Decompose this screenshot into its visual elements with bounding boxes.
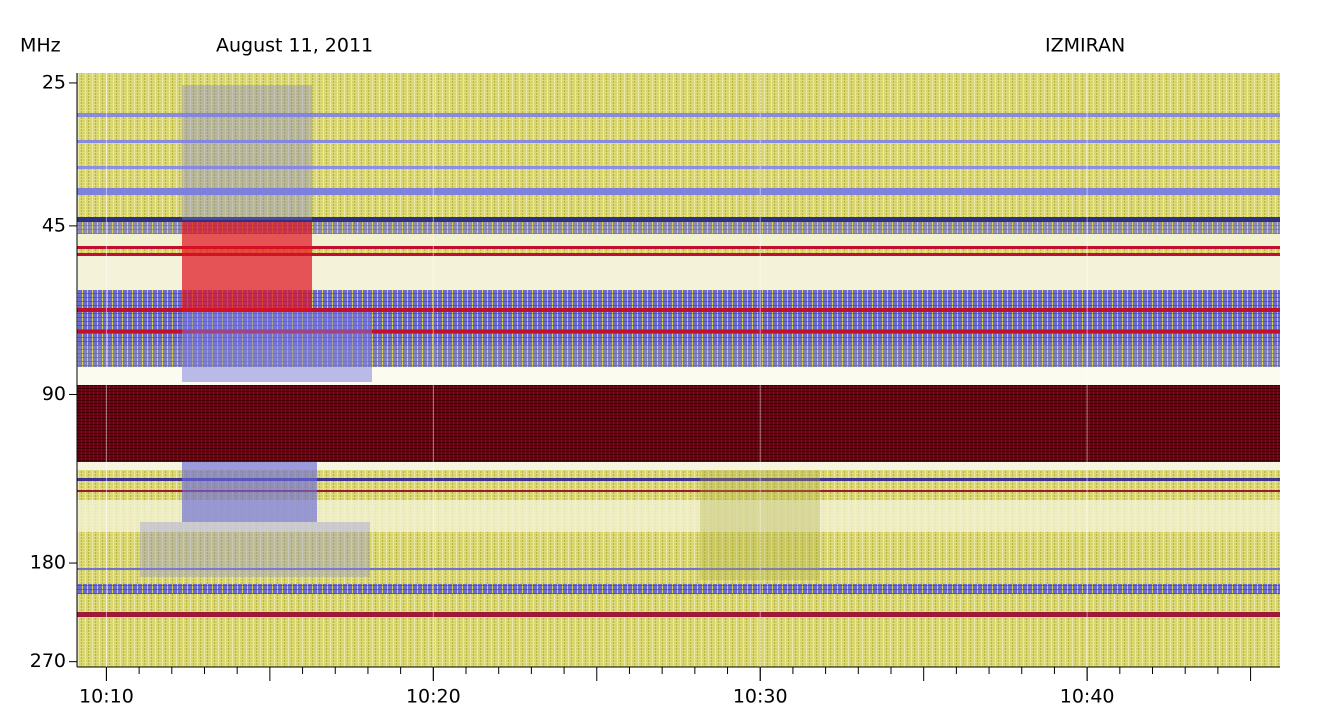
- band: [77, 253, 1280, 256]
- band: [77, 246, 1280, 249]
- burst: [182, 222, 312, 312]
- x-tick-label: 10:40: [1060, 686, 1115, 708]
- chart-title: August 11, 2011: [216, 35, 373, 57]
- band: [77, 568, 1280, 570]
- band: [77, 140, 1280, 143]
- y-tick-label: 270: [30, 650, 66, 672]
- band: [77, 113, 1280, 117]
- band: [77, 612, 1280, 617]
- band: [77, 584, 1280, 594]
- x-tick-label: 10:10: [79, 686, 134, 708]
- band: [77, 222, 1280, 234]
- y-tick-label: 180: [30, 552, 66, 574]
- band: [77, 490, 1280, 492]
- band: [77, 345, 1280, 367]
- band: [77, 462, 1280, 470]
- y-tick-label: 45: [42, 214, 66, 236]
- band: [77, 330, 1280, 333]
- y-tick-label: 90: [42, 383, 66, 405]
- band: [77, 478, 1280, 481]
- source-label: IZMIRAN: [1045, 35, 1125, 57]
- band: [77, 234, 1280, 246]
- x-tick-label: 10:30: [733, 686, 788, 708]
- band: [77, 188, 1280, 195]
- band: [77, 367, 1280, 385]
- burst: [182, 462, 317, 522]
- x-tick-label: 10:20: [406, 686, 461, 708]
- burst: [140, 522, 370, 577]
- y-tick-label: 25: [42, 71, 66, 93]
- band: [77, 166, 1280, 169]
- band: [77, 217, 1280, 222]
- band: [77, 308, 1280, 312]
- y-axis-label: MHz: [20, 35, 61, 57]
- burst: [182, 312, 372, 382]
- spectrogram: [77, 73, 1280, 667]
- band: [77, 385, 1280, 462]
- burst: [182, 85, 312, 220]
